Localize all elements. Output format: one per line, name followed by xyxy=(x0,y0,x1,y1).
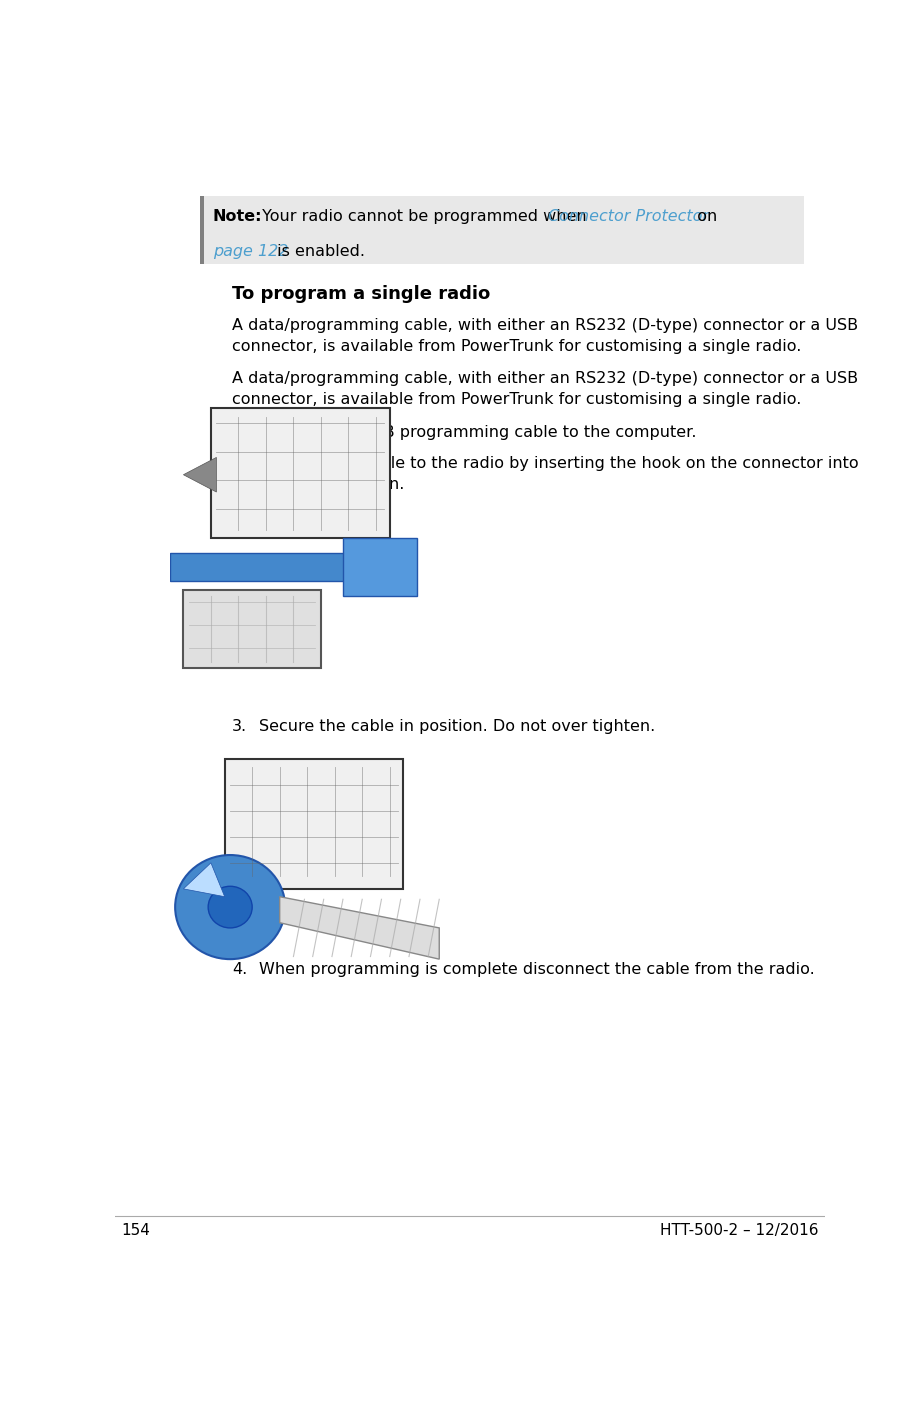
Text: 2.: 2. xyxy=(232,456,248,471)
Polygon shape xyxy=(170,553,348,581)
Text: Note:: Note: xyxy=(213,208,262,224)
Polygon shape xyxy=(183,590,321,668)
Text: is enabled.: is enabled. xyxy=(271,243,365,259)
Text: on: on xyxy=(687,208,717,224)
FancyBboxPatch shape xyxy=(200,196,204,265)
Polygon shape xyxy=(343,539,417,597)
Text: page 122: page 122 xyxy=(213,243,288,259)
Polygon shape xyxy=(183,862,225,896)
Text: Secure the cable in position. Do not over tighten.: Secure the cable in position. Do not ove… xyxy=(259,719,655,734)
Text: When programming is complete disconnect the cable from the radio.: When programming is complete disconnect … xyxy=(259,962,814,976)
Text: 154: 154 xyxy=(122,1223,150,1238)
Polygon shape xyxy=(211,408,390,539)
Text: Your radio cannot be programmed when: Your radio cannot be programmed when xyxy=(257,208,591,224)
Text: A data/programming cable, with either an RS232 (D-type) connector or a USB
conne: A data/programming cable, with either an… xyxy=(232,318,858,355)
Text: 4.: 4. xyxy=(232,962,248,976)
Text: Connector Protector: Connector Protector xyxy=(548,208,709,224)
Text: To program a single radio: To program a single radio xyxy=(232,284,490,303)
Text: Connect the USB programming cable to the computer.: Connect the USB programming cable to the… xyxy=(259,425,696,439)
Circle shape xyxy=(175,855,285,960)
Circle shape xyxy=(208,886,252,929)
Text: 3.: 3. xyxy=(232,719,247,734)
Polygon shape xyxy=(225,758,403,889)
Polygon shape xyxy=(183,457,216,492)
Text: HTT-500-2 – 12/2016: HTT-500-2 – 12/2016 xyxy=(659,1223,818,1238)
Polygon shape xyxy=(280,896,439,960)
Text: A data/programming cable, with either an RS232 (D-type) connector or a USB
conne: A data/programming cable, with either an… xyxy=(232,371,858,408)
FancyBboxPatch shape xyxy=(200,196,804,265)
Text: 1.: 1. xyxy=(232,425,248,439)
Text: Connect the cable to the radio by inserting the hook on the connector into
the s: Connect the cable to the radio by insert… xyxy=(259,456,858,492)
